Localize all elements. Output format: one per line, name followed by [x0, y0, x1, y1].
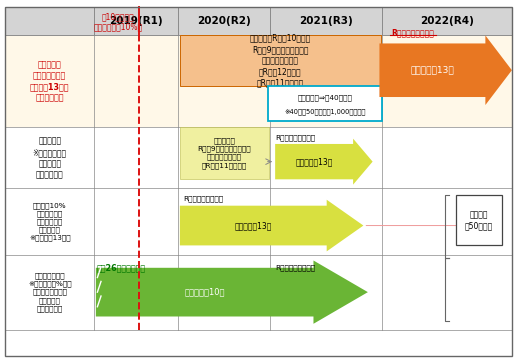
Text: 面積要件　⇒　40㎡以上: 面積要件 ⇒ 40㎡以上 [298, 94, 353, 101]
Bar [180, 127, 269, 179]
Bar [5, 35, 512, 127]
Text: 注文住宅は
R２年9月末まで＊に契約
＊分譲住宅などは
　R２年11月末まで: 注文住宅は R２年9月末まで＊に契約 ＊分譲住宅などは R２年11月末まで [197, 138, 251, 168]
Text: 控除期間　13年: 控除期間 13年 [410, 66, 454, 75]
Text: 住宅ローン控除
※消費税率８%への
引上げ時に反動減
対策として
拡充した措置: 住宅ローン控除 ※消費税率８%への 引上げ時に反動減 対策として 拡充した措置 [28, 273, 71, 312]
Text: 注文住宅はR２年10月から
R３年9月末まで＊に契約
＊分譲住宅などは
　R２年12月から
　R３年11月末まで: 注文住宅はR２年10月から R３年9月末まで＊に契約 ＊分譲住宅などは R２年1… [250, 34, 311, 87]
Text: 【改正後】
経済対策として
控除期間13年間
の措置を延長: 【改正後】 経済対策として 控除期間13年間 の措置を延長 [30, 60, 69, 102]
Bar [94, 7, 178, 35]
Polygon shape [96, 261, 368, 324]
Text: 平成26年４月入居～: 平成26年４月入居～ [97, 264, 146, 273]
Text: （10月１日）: （10月１日） [101, 12, 134, 21]
Bar [5, 7, 94, 35]
Polygon shape [275, 139, 373, 185]
Text: 控除期間　13年: 控除期間 13年 [295, 157, 333, 166]
Text: 消費税率10%
引上げに伴う
反動減対策の
上乗せ措置
※控除期間13年間: 消費税率10% 引上げに伴う 反動減対策の 上乗せ措置 ※控除期間13年間 [29, 202, 70, 241]
Text: R３年末までの入居: R３年末までの入居 [275, 265, 315, 272]
Polygon shape [180, 200, 363, 251]
Text: ※40㎡～50㎡は所得1,000万円以下: ※40㎡～50㎡は所得1,000万円以下 [284, 108, 366, 114]
Text: 2019(R1): 2019(R1) [110, 16, 163, 26]
Text: R４年末までの入居: R４年末までの入居 [391, 29, 434, 38]
Text: 税率引上げ（10%）: 税率引上げ（10%） [93, 23, 142, 32]
Polygon shape [379, 36, 512, 105]
Text: R３年末までの入居: R３年末までの入居 [275, 134, 315, 140]
Bar [382, 7, 512, 35]
Text: 2020(R2): 2020(R2) [197, 16, 251, 26]
Text: 面積要件
＝50㎡以上: 面積要件 ＝50㎡以上 [465, 210, 493, 230]
Text: 控除期間　13年: 控除期間 13年 [235, 221, 272, 230]
Text: 2021(R3): 2021(R3) [299, 16, 353, 26]
Text: R２年末までの入居: R２年末までの入居 [184, 195, 224, 202]
Bar [178, 7, 270, 35]
Bar [270, 7, 382, 35]
Text: 2022(R4): 2022(R4) [420, 16, 474, 26]
Text: コロナ特例
※コロナを踏ま
えた上乗せ
措置の弾力化: コロナ特例 ※コロナを踏ま えた上乗せ 措置の弾力化 [33, 137, 67, 179]
Bar [268, 86, 382, 121]
Bar [456, 195, 501, 245]
Bar [180, 35, 381, 86]
Text: 控除期間　10年: 控除期間 10年 [185, 287, 225, 297]
